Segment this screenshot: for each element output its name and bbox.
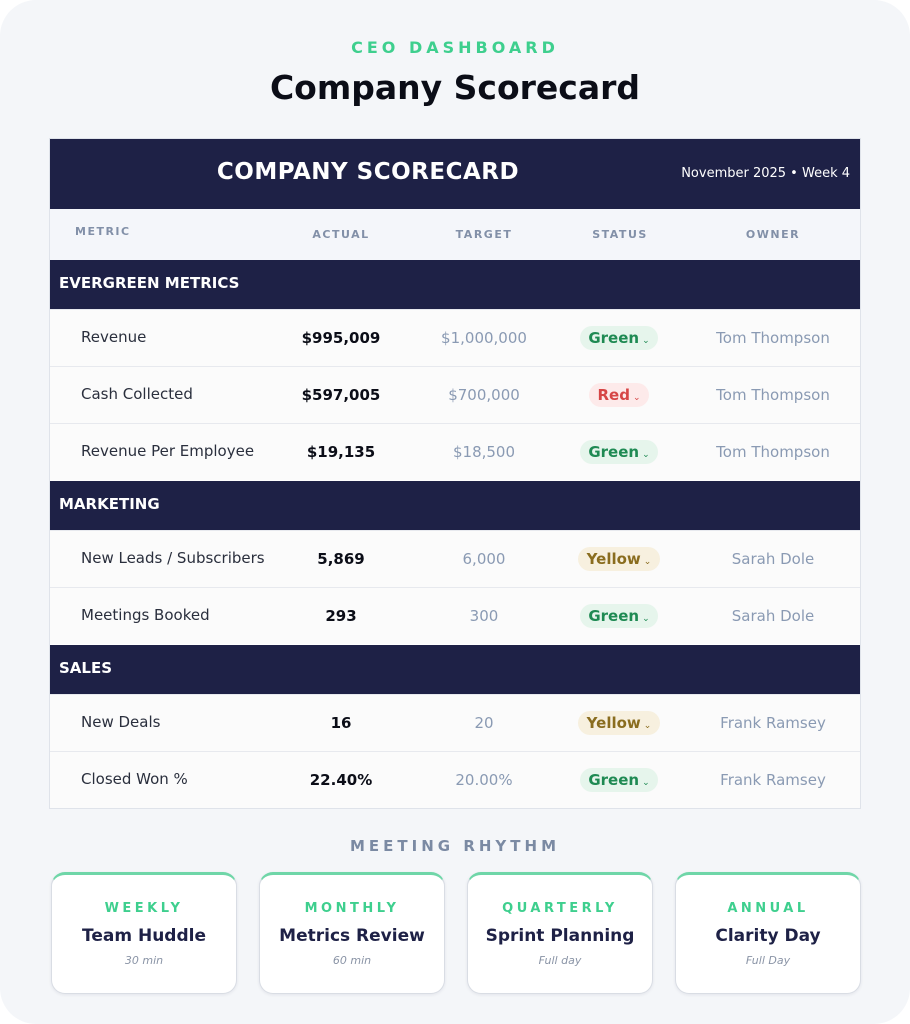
metric-name: Cash Collected [81, 385, 193, 403]
meeting-card: MONTHLY Metrics Review 60 min [259, 872, 445, 994]
target-value: $18,500 [452, 443, 516, 461]
target-value: 6,000 [462, 550, 506, 568]
meeting-frequency: ANNUAL [727, 901, 809, 916]
status-label: Green [588, 329, 640, 347]
meeting-duration: 60 min [332, 954, 372, 967]
actual-value: $19,135 [306, 443, 376, 461]
section-header: MARKETING [50, 481, 860, 530]
actual-value: $597,005 [301, 386, 381, 404]
section-label: MARKETING [59, 495, 160, 513]
status-dropdown[interactable]: Green ⌄ [580, 326, 658, 350]
table-row: Cash Collected $597,005 $700,000 Red ⌄ Tom Th… [50, 366, 860, 423]
meeting-duration: Full Day [745, 954, 791, 967]
metric-name: Revenue [81, 328, 147, 346]
section-label: EVERGREEN METRICS [59, 274, 240, 292]
owner-name: Frank Ramsey [720, 714, 826, 732]
actual-value: $995,009 [301, 329, 381, 347]
table-row: Closed Won % 22.40% 20.00% Green ⌄ Frank Rams… [50, 751, 860, 808]
meeting-duration: Full day [538, 954, 582, 967]
owner-name: Sarah Dole [731, 550, 815, 568]
status-dropdown[interactable]: Yellow ⌄ [578, 547, 660, 571]
owner-name: Sarah Dole [731, 607, 815, 625]
meeting-frequency: QUARTERLY [502, 901, 618, 916]
scorecard-table: COMPANY SCORECARD November 2025 • Week 4… [49, 138, 861, 809]
target-value: 20.00% [455, 771, 513, 789]
target-value: $700,000 [448, 386, 520, 404]
status-label: Red [597, 386, 630, 404]
page-eyebrow: CEO DASHBOARD [351, 38, 559, 57]
owner-name: Tom Thompson [716, 443, 830, 461]
table-row: Revenue $995,009 $1,000,000 Green ⌄ Tom Thomp… [50, 309, 860, 366]
owner-name: Tom Thompson [716, 386, 830, 404]
metric-name: Revenue Per Employee [81, 442, 255, 460]
metric-name: Closed Won % [81, 770, 188, 788]
meeting-card: WEEKLY Team Huddle 30 min [51, 872, 237, 994]
meeting-name: Team Huddle [82, 926, 206, 946]
page-title: Company Scorecard [269, 68, 641, 107]
column-header-owner: OWNER [745, 228, 801, 241]
chevron-down-icon: ⌄ [642, 336, 650, 346]
metric-name: New Deals [81, 713, 161, 731]
chevron-down-icon: ⌄ [642, 778, 650, 788]
status-dropdown[interactable]: Green ⌄ [580, 604, 658, 628]
metric-name: New Leads / Subscribers [81, 549, 265, 567]
status-dropdown[interactable]: Green ⌄ [580, 768, 658, 792]
status-label: Green [588, 771, 640, 789]
meeting-card: ANNUAL Clarity Day Full Day [675, 872, 861, 994]
owner-name: Tom Thompson [716, 329, 830, 347]
actual-value: 293 [325, 607, 357, 625]
scorecard-title: COMPANY SCORECARD [216, 159, 520, 185]
chevron-down-icon: ⌄ [642, 450, 650, 460]
chevron-down-icon: ⌄ [642, 614, 650, 624]
status-label: Yellow [586, 550, 641, 568]
meeting-name: Metrics Review [279, 926, 425, 946]
column-header-row: METRIC ACTUAL TARGET STATUS OWNER [50, 209, 860, 260]
status-label: Yellow [586, 714, 641, 732]
table-row: Meetings Booked 293 300 Green ⌄ Sarah Dole [50, 587, 860, 644]
meeting-card: QUARTERLY Sprint Planning Full day [467, 872, 653, 994]
status-dropdown[interactable]: Yellow ⌄ [578, 711, 660, 735]
table-row: New Deals 16 20 Yellow ⌄ Frank Ramsey [50, 694, 860, 751]
metric-name: Meetings Booked [81, 606, 210, 624]
meeting-duration: 30 min [124, 954, 164, 967]
actual-value: 16 [330, 714, 352, 732]
actual-value: 22.40% [309, 771, 373, 789]
meeting-name: Clarity Day [715, 926, 821, 946]
meeting-frequency: WEEKLY [104, 901, 184, 916]
chevron-down-icon: ⌄ [643, 721, 652, 731]
chevron-down-icon: ⌄ [632, 393, 641, 403]
status-label: Green [588, 443, 640, 461]
target-value: 20 [474, 714, 494, 732]
column-header-target: TARGET [455, 228, 513, 241]
table-row: Revenue Per Employee $19,135 $18,500 Green ⌄… [50, 423, 860, 480]
meeting-frequency: MONTHLY [304, 901, 400, 916]
target-value: 300 [469, 607, 499, 625]
target-value: $1,000,000 [441, 329, 527, 347]
status-dropdown[interactable]: Green ⌄ [580, 440, 658, 464]
table-row: New Leads / Subscribers 5,869 6,000 Yellow ⌄… [50, 530, 860, 587]
section-header: EVERGREEN METRICS [50, 260, 860, 309]
scorecard-period: November 2025 • Week 4 [681, 166, 850, 181]
meeting-rhythm-title: MEETING RHYTHM [350, 837, 560, 855]
column-header-metric: METRIC [75, 225, 131, 238]
status-dropdown[interactable]: Red ⌄ [589, 383, 649, 407]
actual-value: 5,869 [317, 550, 365, 568]
section-header: SALES [50, 645, 860, 694]
column-header-status: STATUS [592, 228, 648, 241]
column-header-actual: ACTUAL [312, 228, 370, 241]
owner-name: Frank Ramsey [720, 771, 826, 789]
status-label: Green [588, 607, 640, 625]
scorecard-header: COMPANY SCORECARD November 2025 • Week 4 [50, 139, 860, 209]
chevron-down-icon: ⌄ [643, 557, 652, 567]
meeting-name: Sprint Planning [485, 926, 635, 946]
section-label: SALES [59, 659, 113, 677]
